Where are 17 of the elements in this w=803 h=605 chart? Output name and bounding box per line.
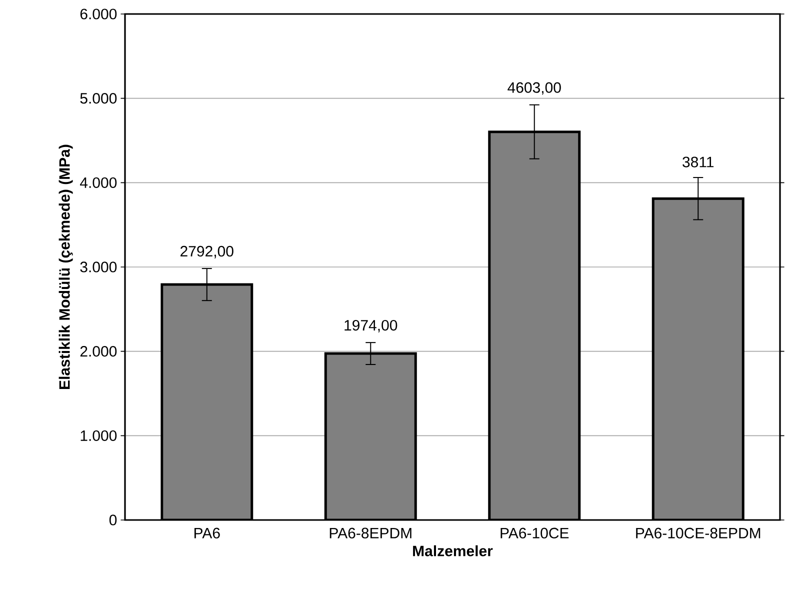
- y-axis-title: Elastiklik Modülü (çekmede) (MPa): [58, 144, 73, 389]
- y-tick-label: 2.000: [80, 346, 117, 357]
- x-tick-label: PA6-10CE-8EPDM: [636, 528, 760, 538]
- y-tick-label: 5.000: [80, 93, 117, 104]
- data-label: 4603,00: [508, 82, 561, 95]
- data-label: 3811: [682, 156, 714, 168]
- y-tick-label: 6.000: [80, 8, 117, 20]
- y-tick-label: 4.000: [80, 177, 117, 188]
- data-label: 1974,00: [344, 320, 398, 332]
- x-tick-label: PA6-8EPDM: [330, 528, 412, 538]
- y-tick-label: 3.000: [80, 262, 117, 272]
- data-label: 2792,00: [180, 246, 234, 258]
- x-axis-title: Malzemeler: [413, 545, 493, 556]
- x-tick-label: PA6: [194, 528, 220, 538]
- y-tick-label: 0: [109, 514, 117, 526]
- y-tick-label: 1.000: [80, 430, 117, 441]
- x-tick-label: PA6-10CE: [500, 528, 569, 538]
